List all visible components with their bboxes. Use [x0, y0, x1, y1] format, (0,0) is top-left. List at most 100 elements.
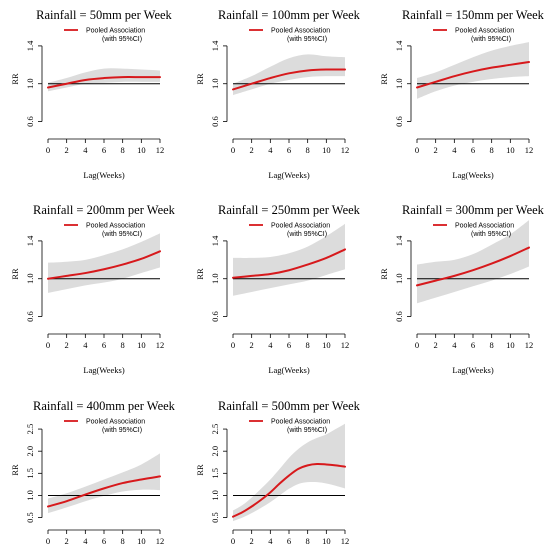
chart-title: Rainfall = 100mm per Week	[218, 8, 361, 22]
y-tick-label: 1.0	[25, 273, 35, 284]
x-tick-label: 12	[156, 145, 165, 155]
x-tick-label: 2	[434, 340, 438, 350]
x-tick-label: 8	[121, 145, 125, 155]
x-tick-label: 4	[452, 145, 457, 155]
y-tick-label: 1.4	[210, 40, 220, 51]
legend-label-sub: (with 95%CI)	[471, 231, 511, 238]
x-tick-label: 6	[102, 145, 106, 155]
x-tick-label: 10	[506, 340, 515, 350]
ci-band	[233, 223, 345, 296]
y-tick-label: 1.0	[25, 78, 35, 89]
x-tick-label: 12	[341, 145, 350, 155]
x-tick-label: 2	[250, 340, 254, 350]
x-tick-label: 2	[65, 340, 69, 350]
y-tick-label: 1.0	[394, 78, 404, 89]
x-tick-label: 8	[490, 340, 494, 350]
x-axis-label: Lag(Weeks)	[83, 365, 124, 375]
x-axis-label: Lag(Weeks)	[452, 365, 493, 375]
y-tick-label: 1.4	[394, 40, 404, 51]
chart-title: Rainfall = 300mm per Week	[402, 203, 545, 217]
series-line	[47, 76, 161, 89]
x-tick-label: 4	[452, 340, 457, 350]
y-tick-label: 0.6	[394, 311, 404, 322]
x-tick-label: 6	[102, 340, 106, 350]
chart-title: Rainfall = 400mm per Week	[33, 399, 176, 413]
x-tick-label: 12	[525, 145, 534, 155]
legend-label: Pooled Association	[271, 419, 330, 426]
y-tick-label: 2.0	[25, 446, 35, 457]
legend-label-sub: (with 95%CI)	[471, 36, 511, 43]
y-tick-label: 1.4	[210, 235, 220, 246]
x-tick-label: 12	[156, 340, 165, 350]
x-axis-label: Lag(Weeks)	[268, 365, 309, 375]
y-tick-label: 2.5	[25, 424, 35, 435]
x-tick-label: 0	[231, 340, 235, 350]
chart-panel: Rainfall = 150mm per Week 0.6 1.0 1.4 RR 0 2 4 6…	[379, 8, 545, 180]
chart-panel: Rainfall = 400mm per Week 0.5 1.0 1.5 2.0 2.5…	[10, 399, 176, 546]
x-tick-label: 6	[287, 340, 291, 350]
y-axis-label: RR	[10, 73, 20, 85]
x-tick-label: 4	[83, 536, 88, 546]
legend-label-sub: (with 95%CI)	[287, 231, 327, 238]
x-tick-label: 4	[83, 145, 88, 155]
x-tick-label: 6	[287, 536, 291, 546]
legend-label: Pooled Association	[86, 419, 145, 426]
legend-label: Pooled Association	[455, 28, 514, 35]
x-tick-label: 10	[137, 536, 146, 546]
x-tick-label: 10	[506, 145, 515, 155]
x-tick-label: 0	[46, 145, 50, 155]
y-tick-label: 0.6	[25, 311, 35, 322]
x-tick-label: 4	[268, 145, 273, 155]
x-tick-label: 6	[287, 145, 291, 155]
chart-title: Rainfall = 50mm per Week	[36, 8, 172, 22]
series-line	[232, 68, 346, 91]
x-tick-label: 4	[83, 340, 88, 350]
x-axis-label: Lag(Weeks)	[268, 170, 309, 180]
x-tick-label: 10	[137, 145, 146, 155]
ci-band	[417, 220, 529, 304]
x-tick-label: 8	[306, 536, 310, 546]
x-tick-label: 0	[46, 340, 50, 350]
x-tick-label: 2	[250, 145, 254, 155]
x-tick-label: 2	[65, 145, 69, 155]
y-tick-label: 1.0	[210, 273, 220, 284]
x-tick-label: 8	[306, 340, 310, 350]
x-axis-label: Lag(Weeks)	[83, 170, 124, 180]
x-tick-label: 2	[65, 536, 69, 546]
x-tick-label: 2	[250, 536, 254, 546]
y-tick-label: 1.0	[25, 490, 35, 501]
x-tick-label: 6	[471, 340, 475, 350]
y-axis-label: RR	[195, 464, 205, 476]
x-tick-label: 0	[231, 145, 235, 155]
y-tick-label: 0.6	[394, 116, 404, 127]
y-tick-label: 1.5	[25, 468, 35, 479]
x-tick-label: 0	[46, 536, 50, 546]
series-line	[416, 246, 530, 287]
x-tick-label: 8	[306, 145, 310, 155]
series-line	[47, 250, 161, 280]
chart-panel: Rainfall = 300mm per Week 0.6 1.0 1.4 RR 0 2 4 6…	[379, 203, 545, 375]
chart-title: Rainfall = 150mm per Week	[402, 8, 545, 22]
y-axis-label: RR	[195, 268, 205, 280]
y-axis-label: RR	[379, 73, 389, 85]
chart-panel: Rainfall = 250mm per Week 0.6 1.0 1.4 RR 0 2 4 6…	[195, 203, 361, 375]
y-tick-label: 1.4	[25, 40, 35, 51]
y-axis-label: RR	[10, 464, 20, 476]
series-line	[416, 60, 530, 89]
series-line	[47, 475, 161, 508]
x-tick-label: 12	[341, 340, 350, 350]
x-tick-label: 10	[322, 536, 331, 546]
y-tick-label: 1.4	[25, 235, 35, 246]
y-tick-label: 0.6	[25, 116, 35, 127]
x-tick-label: 0	[415, 340, 419, 350]
y-tick-label: 1.5	[210, 468, 220, 479]
x-axis-label: Lag(Weeks)	[452, 170, 493, 180]
y-axis-label: RR	[10, 268, 20, 280]
x-tick-label: 4	[268, 340, 273, 350]
x-tick-label: 2	[434, 145, 438, 155]
legend-label: Pooled Association	[271, 223, 330, 230]
x-tick-label: 10	[137, 340, 146, 350]
chart-panel: Rainfall = 100mm per Week 0.6 1.0 1.4 RR 0 2 4 6…	[195, 8, 361, 180]
y-tick-label: 1.0	[210, 490, 220, 501]
